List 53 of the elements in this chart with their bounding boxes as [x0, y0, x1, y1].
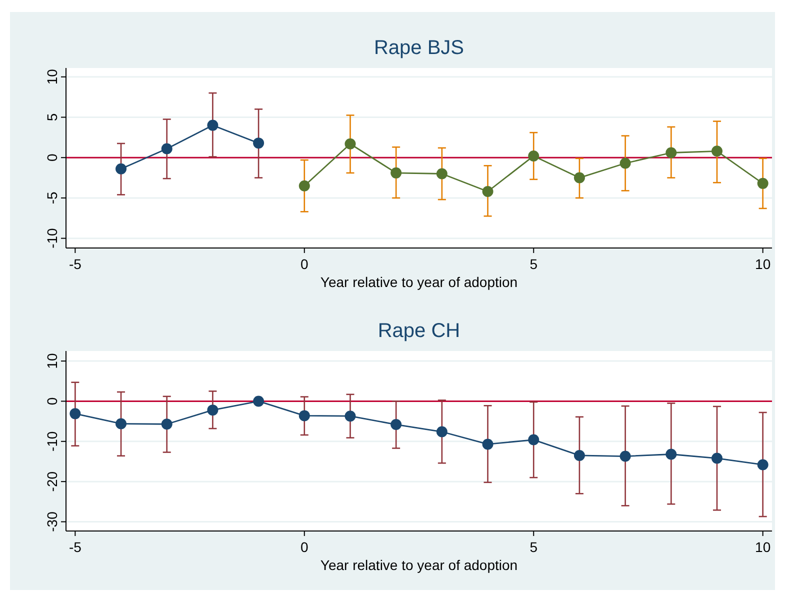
x-tick-label: 10 [755, 539, 771, 555]
point [482, 438, 494, 450]
point [757, 459, 768, 470]
point [574, 172, 585, 184]
point [207, 120, 218, 131]
y-tick-label: 0 [44, 153, 60, 162]
x-tick-label: -5 [68, 539, 82, 555]
point [70, 408, 81, 420]
point [528, 150, 540, 162]
chart-title: Rape CH [378, 320, 460, 342]
y-tick-label: 5 [44, 113, 60, 122]
point [482, 186, 494, 197]
point [253, 138, 264, 149]
point [161, 143, 172, 154]
point [390, 167, 402, 178]
point [116, 163, 127, 174]
point [253, 396, 264, 407]
x-tick-label: -5 [68, 256, 82, 272]
point [436, 426, 448, 438]
point [666, 448, 677, 460]
point [298, 180, 310, 192]
point [620, 450, 631, 462]
y-tick-label: -20 [44, 471, 60, 492]
point [528, 434, 540, 446]
x-tick-label: 0 [300, 256, 308, 272]
y-tick-label: 10 [44, 353, 60, 369]
point [207, 404, 218, 416]
y-tick-label: 10 [44, 68, 60, 85]
point [390, 419, 402, 430]
point [757, 178, 768, 189]
x-tick-label: 0 [300, 539, 308, 555]
point [574, 450, 585, 461]
point [620, 158, 631, 169]
x-axis-title: Year relative to year of adoption [320, 557, 518, 573]
y-tick-label: 0 [44, 397, 60, 406]
point [344, 410, 356, 422]
point [711, 452, 722, 464]
x-axis-title: Year relative to year of adoption [320, 274, 518, 290]
point [161, 418, 172, 430]
point [116, 418, 127, 430]
point [711, 146, 722, 157]
y-tick-label: -10 [44, 431, 60, 452]
point [298, 410, 310, 422]
x-tick-label: 10 [755, 256, 771, 272]
y-tick-label: -10 [44, 228, 60, 248]
point [436, 168, 448, 180]
x-tick-label: 5 [530, 256, 538, 272]
y-tick-label: -30 [44, 511, 60, 532]
chart-title: Rape BJS [374, 37, 464, 59]
x-tick-label: 5 [530, 539, 538, 555]
point [666, 147, 677, 158]
point [344, 138, 356, 150]
y-tick-label: -5 [44, 192, 60, 204]
